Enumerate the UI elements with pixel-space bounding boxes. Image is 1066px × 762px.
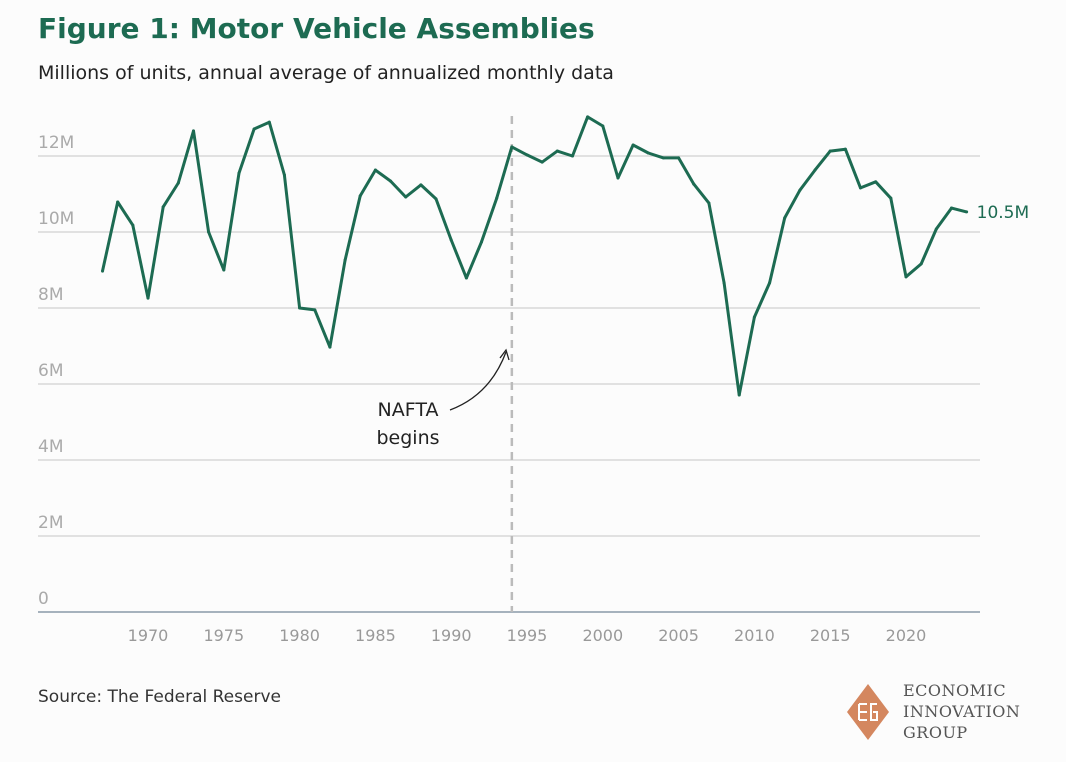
x-tick-label: 2005 <box>658 626 699 645</box>
data-point <box>237 171 241 175</box>
data-point <box>813 168 817 172</box>
data-point <box>904 275 908 279</box>
x-tick-label: 2000 <box>582 626 623 645</box>
y-tick-label: 4M <box>38 437 63 457</box>
annotation-line-1: NAFTA <box>378 399 439 421</box>
data-point <box>389 179 393 183</box>
series-line <box>101 115 967 397</box>
data-point <box>677 156 681 160</box>
data-point <box>601 124 605 128</box>
data-point <box>934 227 938 231</box>
data-point <box>722 281 726 285</box>
data-point <box>798 188 802 192</box>
annotation-arrowhead-icon <box>499 348 510 361</box>
data-point <box>661 156 665 160</box>
y-tick-label: 10M <box>38 209 74 229</box>
data-point <box>874 180 878 184</box>
data-point <box>449 238 453 242</box>
eig-logo: ECONOMIC INNOVATION GROUP <box>845 680 1020 743</box>
data-point <box>616 176 620 180</box>
data-point <box>525 153 529 157</box>
data-point <box>404 195 408 199</box>
data-point <box>419 183 423 187</box>
data-point <box>282 173 286 177</box>
data-point <box>434 197 438 201</box>
data-point <box>328 345 332 349</box>
source-note: Source: The Federal Reserve <box>38 687 281 707</box>
data-point <box>752 315 756 319</box>
data-point <box>889 196 893 200</box>
data-point <box>131 223 135 227</box>
x-tick-label: 2020 <box>886 626 927 645</box>
data-point <box>540 160 544 164</box>
data-point <box>510 145 514 149</box>
data-point <box>646 151 650 155</box>
end-value-label: 10.5M <box>977 203 1030 223</box>
data-point <box>631 143 635 147</box>
data-point <box>768 281 772 285</box>
x-tick-label: 1975 <box>203 626 244 645</box>
x-tick-label: 1985 <box>355 626 396 645</box>
logo-line-1: ECONOMIC <box>903 681 1007 700</box>
y-tick-label: 0 <box>38 589 49 609</box>
x-tick-label: 1990 <box>431 626 472 645</box>
data-point <box>570 154 574 158</box>
chart-subtitle: Millions of units, annual average of ann… <box>38 62 614 84</box>
data-point <box>252 127 256 131</box>
data-point <box>480 240 484 244</box>
data-point <box>161 205 165 209</box>
x-tick-label: 1970 <box>128 626 169 645</box>
data-point <box>828 149 832 153</box>
x-tick-label: 1995 <box>507 626 548 645</box>
data-point <box>859 186 863 190</box>
data-point <box>343 258 347 262</box>
data-point <box>191 129 195 133</box>
data-point <box>313 308 317 312</box>
data-point <box>267 120 271 124</box>
y-tick-label: 8M <box>38 285 63 305</box>
data-point <box>843 147 847 151</box>
x-tick-label: 2015 <box>810 626 851 645</box>
annotation-arrow <box>449 351 507 411</box>
data-point <box>373 168 377 172</box>
y-tick-label: 6M <box>38 361 63 381</box>
data-point <box>207 230 211 234</box>
data-point <box>586 115 590 119</box>
data-point <box>737 393 741 397</box>
data-point <box>965 210 969 214</box>
data-point <box>146 296 150 300</box>
data-point <box>495 196 499 200</box>
y-tick-label: 12M <box>38 133 74 153</box>
data-point <box>101 269 105 273</box>
data-point <box>222 268 226 272</box>
chart-title: Figure 1: Motor Vehicle Assemblies <box>38 12 595 45</box>
data-point <box>919 262 923 266</box>
logo-line-2: INNOVATION <box>903 702 1021 721</box>
x-tick-label: 1980 <box>279 626 320 645</box>
x-tick-label: 2010 <box>734 626 775 645</box>
data-point <box>464 276 468 280</box>
data-point <box>707 201 711 205</box>
data-point <box>783 216 787 220</box>
data-point <box>116 200 120 204</box>
annotation-line-2: begins <box>376 427 439 449</box>
data-point <box>298 306 302 310</box>
data-point <box>358 194 362 198</box>
y-tick-label: 2M <box>38 513 63 533</box>
data-point <box>176 181 180 185</box>
data-point <box>692 182 696 186</box>
logo-line-3: GROUP <box>903 723 968 742</box>
diamond-logo-icon <box>847 683 889 740</box>
data-point <box>949 206 953 210</box>
data-point <box>555 149 559 153</box>
